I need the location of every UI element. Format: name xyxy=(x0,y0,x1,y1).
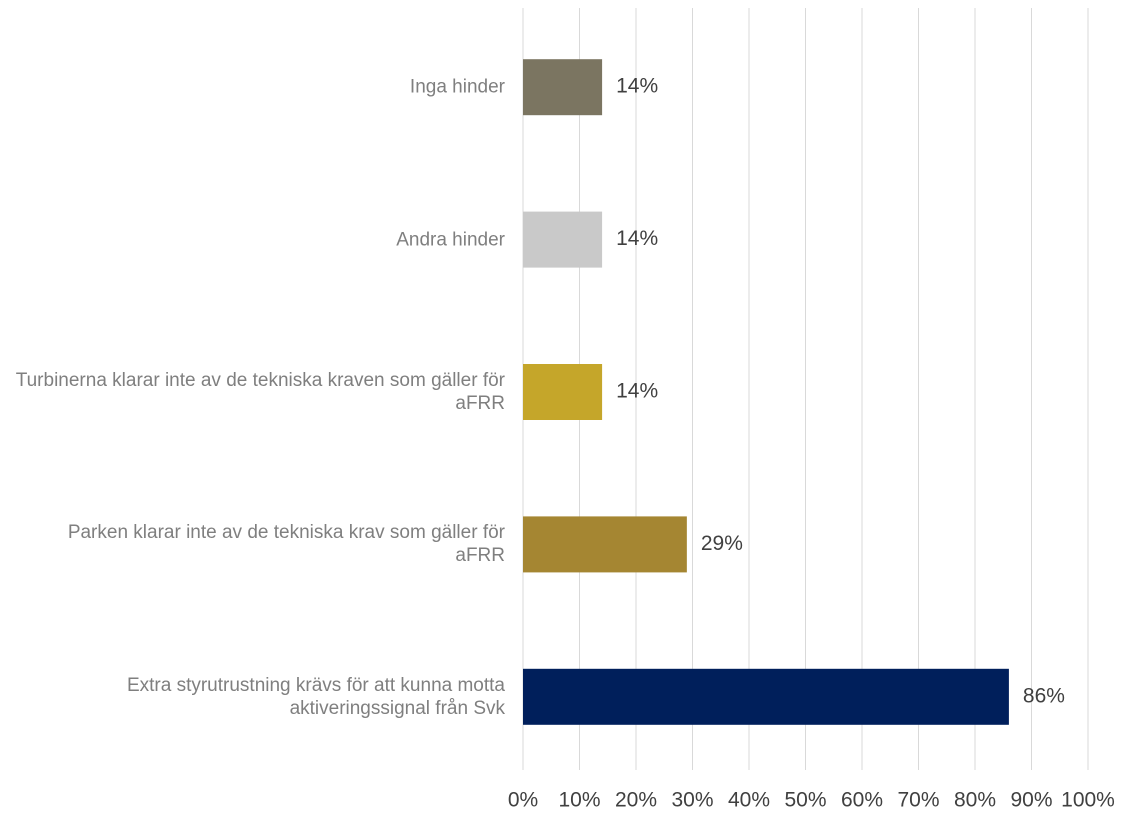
x-tick-label: 60% xyxy=(841,789,883,812)
data-label: 14% xyxy=(616,227,658,250)
x-tick-label: 20% xyxy=(615,789,657,812)
x-tick-label: 30% xyxy=(671,789,713,812)
x-tick-label: 40% xyxy=(728,789,770,812)
category-label: Extra styrutrustning krävs för att kunna… xyxy=(126,674,505,719)
bar xyxy=(523,516,687,573)
x-tick-label: 50% xyxy=(784,789,826,812)
bar xyxy=(523,668,1009,725)
category-label: Parken klarar inte av de tekniska krav s… xyxy=(67,522,505,567)
data-label: 14% xyxy=(616,75,658,98)
x-tick-label: 70% xyxy=(897,789,939,812)
x-tick-label: 90% xyxy=(1010,789,1052,812)
x-tick-label: 100% xyxy=(1061,789,1115,812)
x-tick-label: 10% xyxy=(558,789,600,812)
category-label: Turbinerna klarar inte av de tekniska kr… xyxy=(15,370,505,414)
category-label: Inga hinder xyxy=(409,76,505,98)
category-label: Andra hinder xyxy=(396,229,505,251)
bar xyxy=(523,211,603,268)
data-label: 29% xyxy=(701,532,743,555)
data-label: 14% xyxy=(616,380,658,403)
bar xyxy=(523,59,603,116)
x-tick-label: 0% xyxy=(508,789,538,812)
data-label: 86% xyxy=(1023,684,1065,707)
bar xyxy=(523,364,603,420)
x-tick-label: 80% xyxy=(954,789,996,812)
